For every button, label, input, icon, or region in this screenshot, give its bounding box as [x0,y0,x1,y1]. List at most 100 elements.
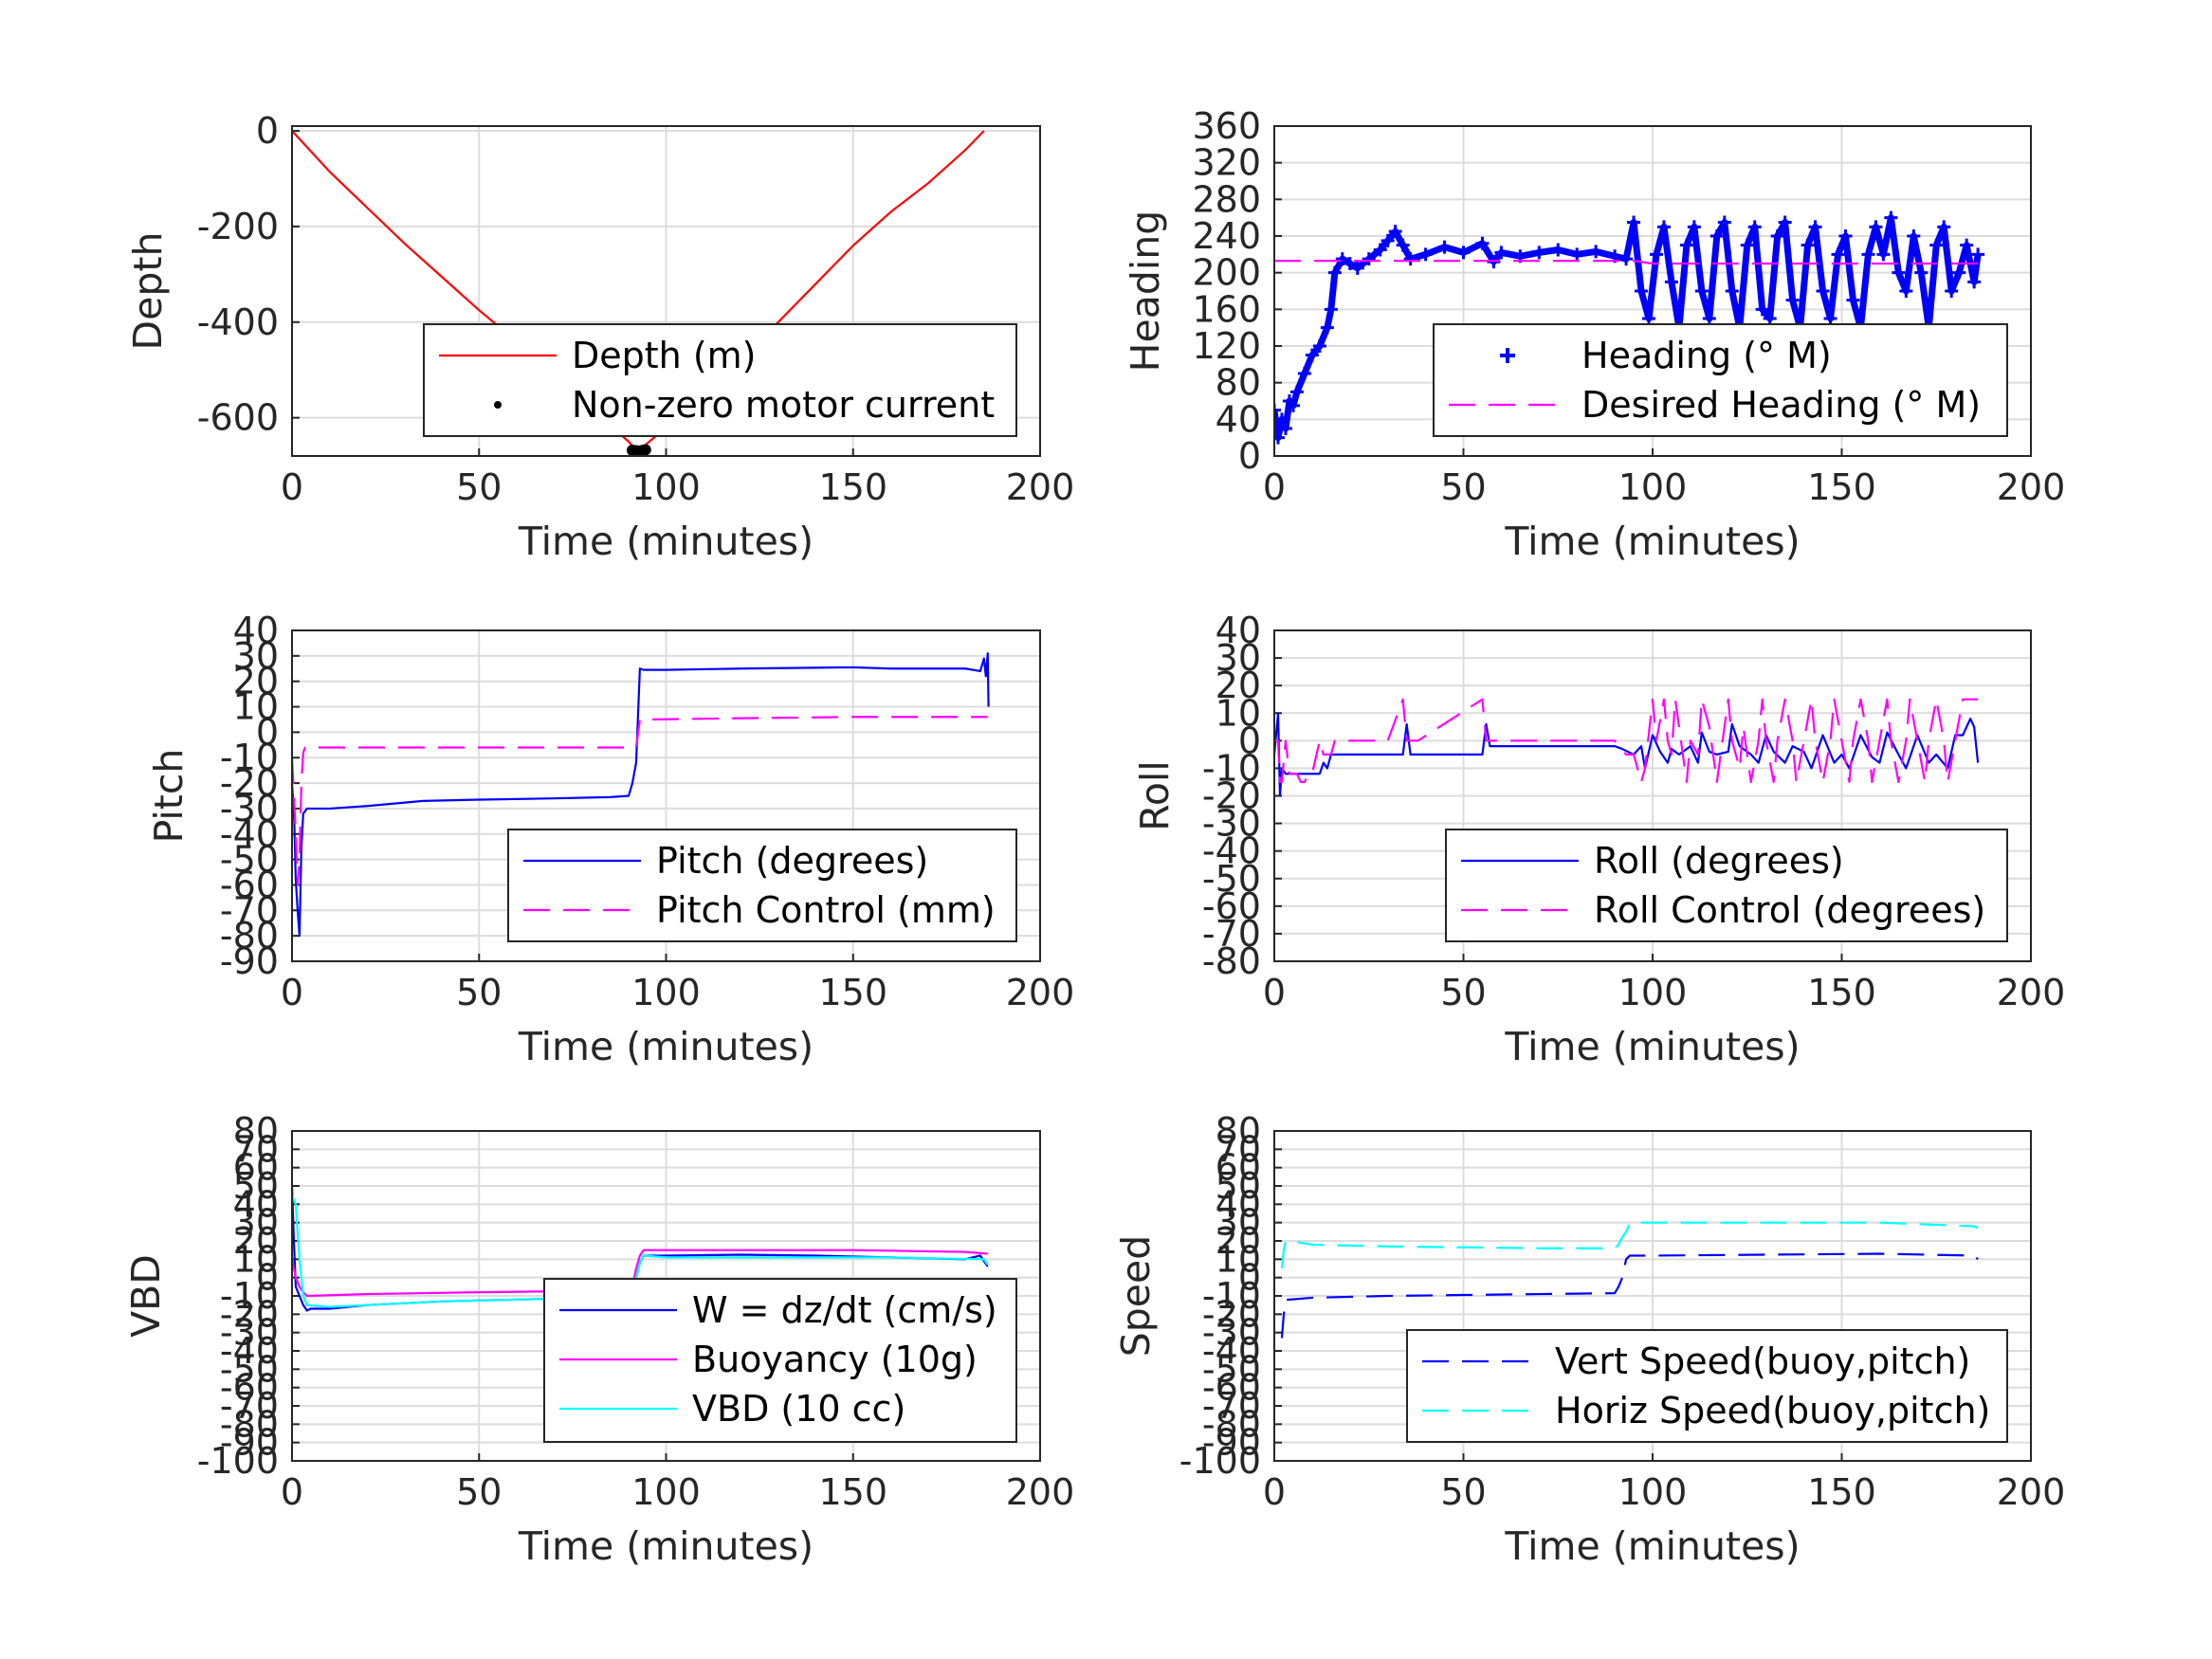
series-heading-m-marker [1589,245,1603,259]
axes-box [291,629,1041,962]
series-heading-m-marker [1747,220,1762,234]
y-tick-label: 10 [233,686,279,728]
x-tick-label: 100 [631,1471,701,1513]
y-tick-label: -600 [197,397,279,439]
y-tick-label: -100 [197,1440,279,1482]
series-heading-m-marker [1494,246,1508,260]
series-pitch-degrees-line [292,652,990,938]
series-heading-m-marker [1312,339,1326,353]
y-axis-label: Pitch [146,749,192,844]
series-heading-m-marker [1914,265,1929,280]
y-tick-label: -30 [1202,1312,1261,1354]
series-heading-m-marker [1831,247,1845,262]
series-heading-m-marker [1343,257,1357,270]
y-tick-label: 320 [1192,142,1261,184]
y-tick-label: 0 [256,110,279,152]
series-heading-m-marker [1687,220,1701,234]
x-tick-label: 0 [1263,972,1286,1013]
legend-entry-1-label: Vert Speed(buoy,pitch) [1555,1340,1970,1382]
series-heading-m-marker [1929,238,1944,252]
series-heading-m-marker [1785,293,1800,307]
y-tick-label: 80 [1216,1110,1261,1152]
series-heading-m-marker [1816,284,1830,298]
y-tick-label: -80 [1202,940,1261,982]
y-tick-label: 240 [1192,215,1261,257]
legend: Pitch (degrees) Pitch Control (mm) [507,829,1017,942]
y-tick-label: 200 [1192,252,1261,294]
series-heading-m-trace [1274,214,1982,442]
series-heading-m-marker [1327,265,1342,280]
x-tick-label: 100 [631,466,701,508]
x-tick-label: 100 [1618,466,1688,508]
y-tick-label: -200 [197,206,279,247]
y-tick-label: -80 [220,1403,279,1445]
series-group [1274,698,1980,797]
y-tick-label: -100 [1179,1440,1261,1482]
y-tick-label: 0 [1238,1257,1261,1299]
y-tick-label: -10 [220,737,279,778]
x-tick-label: 200 [1006,1471,1075,1513]
legend-entry-2-label: Desired Heading (° M) [1581,384,1981,426]
y-tick-label: -40 [220,1330,279,1372]
x-tick-label: 100 [1618,972,1688,1013]
series-heading-m-marker [1971,247,1985,262]
y-tick-label: -50 [1202,858,1261,900]
y-tick-label: -40 [220,813,279,855]
legend: Roll (degrees) Roll Control (degrees) [1445,829,2008,942]
series-heading-m-marker [1532,246,1546,260]
series-vert-speed-buoy-pitch-line [1280,1252,1979,1339]
x-tick-label: 50 [1440,466,1486,508]
series-heading-m-marker [1679,238,1693,252]
chart-panel-5: 0 50 100 150 200-100-90-80-70-60-50-40-30-20… [123,1110,1074,1569]
x-axis-label: Time (minutes) [518,1024,814,1069]
series-heading-m-marker [1694,284,1709,298]
x-tick-label: 150 [818,466,887,508]
legend: W = dz/dt (cm/s) Buoyancy (10g) VBD (10 cc… [543,1278,1017,1443]
series-heading-m-marker [1656,220,1671,234]
legend-entry-2-label: Horiz Speed(buoy,pitch) [1555,1390,1990,1431]
series-heading-m-marker [1907,229,1921,243]
y-tick-label: -70 [1202,913,1261,955]
legend-entry-1-label: Heading (° M) [1581,335,1832,376]
y-tick-label: -40 [1202,1330,1261,1372]
series-heading-m-marker [1664,275,1678,289]
series-heading-m-marker [1380,233,1395,247]
legend-entry-1-label: W = dz/dt (cm/s) [692,1289,997,1331]
y-tick-label: -40 [1202,830,1261,872]
x-tick-label: 50 [456,972,502,1013]
x-axis-label: Time (minutes) [518,519,814,564]
x-tick-label: 0 [281,972,303,1013]
chart-panel-3: 0 50 100 150 200-90-80-70-60-50-40-30-20-100… [146,610,1074,1069]
y-tick-label: -50 [220,1348,279,1390]
series-heading-m-marker [1335,252,1349,266]
y-tick-label: -20 [1202,775,1261,817]
x-tick-label: 150 [1807,466,1876,508]
y-tick-label: 40 [1216,398,1261,440]
series-heading-m-marker [1305,348,1319,362]
axes-box [1273,629,2032,962]
x-tick-label: 200 [1997,972,2066,1013]
series-heading-m-marker [1838,229,1853,243]
y-tick-label: 20 [1216,665,1261,706]
series-heading-m-marker [1869,220,1883,234]
y-tick-label: -60 [220,1367,279,1409]
x-tick-label: 200 [1006,972,1075,1013]
series-heading-m-marker [1725,284,1739,298]
y-tick-label: -90 [220,1422,279,1464]
series-group [292,652,990,938]
series-heading-m-marker [1388,225,1402,239]
y-tick-label: 80 [233,1110,279,1152]
x-tick-label: 200 [1997,1471,2066,1513]
y-tick-label: -400 [197,301,279,343]
x-tick-label: 150 [1807,972,1876,1013]
y-axis-label: Speed [1113,1235,1159,1358]
legend-box [1406,1329,2008,1443]
legend: Heading (° M) Desired Heading (° M) [1433,323,2008,437]
y-tick-label: -70 [1202,1385,1261,1427]
chart-panel-1: 0 50 100 150 200 0 -200 -400 -600 Time (minutes) D… [125,110,1074,564]
y-tick-label: 280 [1192,178,1261,220]
series-heading-m-marker [1801,238,1815,252]
y-tick-label: 70 [1216,1128,1261,1170]
y-tick-label: 0 [1238,720,1261,761]
